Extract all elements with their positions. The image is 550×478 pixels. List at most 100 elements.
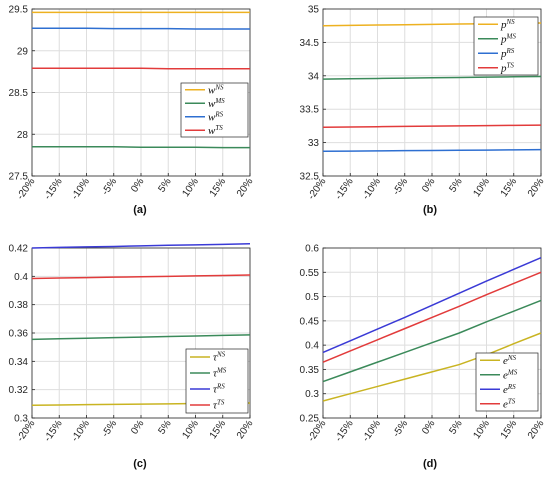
- panel-caption: (c): [133, 458, 147, 470]
- y-tick-label: 0.3: [305, 389, 319, 400]
- legend-label-ns: wNS: [208, 83, 224, 96]
- legend-label-ts: eTS: [503, 397, 516, 410]
- x-tick-label: -10%: [361, 418, 383, 444]
- x-tick-label: 5%: [447, 418, 464, 436]
- y-tick-label: 0.25: [300, 414, 320, 425]
- x-tick-label: -10%: [70, 176, 92, 202]
- legend-label-ms: wMS: [208, 97, 225, 110]
- series-line-ts: [322, 124, 542, 128]
- series-line-ms: [322, 75, 542, 80]
- x-tick-label: -5%: [391, 176, 410, 197]
- panel-caption: (a): [133, 204, 147, 216]
- series-line-ns: [322, 332, 542, 402]
- series-line-ts: [322, 271, 542, 363]
- legend-label-ms: eMS: [503, 368, 518, 381]
- x-tick-label: -15%: [333, 176, 355, 202]
- series-line-rs: [322, 257, 542, 354]
- series-line-ms: [322, 299, 542, 383]
- x-tick-label: 5%: [156, 176, 173, 194]
- y-tick-label: 33: [308, 138, 320, 149]
- panel-caption: (b): [423, 204, 437, 216]
- y-tick-label: 0.4: [14, 272, 28, 283]
- series-line-rs: [32, 27, 250, 30]
- y-tick-label: 0.42: [9, 244, 29, 255]
- y-tick-label: 28: [17, 130, 29, 141]
- y-tick-label: 0.45: [300, 316, 320, 327]
- series-line-ms: [32, 146, 250, 149]
- series-line-ms: [31, 334, 251, 341]
- x-tick-label: 15%: [208, 418, 229, 441]
- x-tick-label: -10%: [70, 418, 92, 444]
- x-tick-label: 0%: [420, 418, 437, 436]
- x-tick-label: 10%: [471, 176, 492, 199]
- y-tick-label: 28.5: [9, 88, 29, 99]
- x-tick-label: 15%: [208, 176, 229, 199]
- x-tick-label: -10%: [361, 176, 383, 202]
- x-tick-label: -15%: [333, 418, 355, 444]
- y-tick-label: 33.5: [300, 105, 320, 116]
- y-tick-label: 29.5: [9, 5, 29, 16]
- x-tick-label: 10%: [180, 418, 201, 441]
- x-tick-label: 20%: [235, 418, 256, 441]
- y-tick-label: 0.36: [9, 329, 29, 340]
- legend-box: [475, 352, 539, 412]
- y-tick-label: 35: [308, 5, 320, 16]
- y-tick-label: 0.35: [300, 365, 320, 376]
- legend-label-ts: wTS: [208, 124, 223, 137]
- legend-label-ns: pNS: [500, 18, 515, 31]
- x-tick-label: 0%: [129, 176, 146, 194]
- x-tick-label: -15%: [42, 418, 64, 444]
- y-tick-label: 0.3: [14, 414, 28, 425]
- legend-label-ts: pTS: [500, 61, 514, 74]
- y-tick-label: 0.6: [305, 244, 319, 255]
- x-tick-label: 5%: [156, 418, 173, 436]
- x-tick-label: 0%: [420, 176, 437, 194]
- legend-label-ts: τTS: [213, 399, 225, 412]
- x-tick-label: -5%: [391, 418, 410, 439]
- legend-box: [180, 82, 249, 138]
- x-tick-label: -5%: [100, 176, 119, 197]
- legend-label-rs: wRS: [208, 110, 224, 123]
- x-tick-label: 10%: [180, 176, 201, 199]
- x-tick-label: 20%: [526, 176, 547, 199]
- y-tick-label: 0.4: [305, 341, 319, 352]
- y-tick-label: 0.32: [9, 385, 29, 396]
- series-line-rs: [31, 243, 251, 249]
- legend-box: [185, 348, 249, 414]
- y-tick-label: 29: [17, 46, 29, 57]
- x-tick-label: 10%: [471, 418, 492, 441]
- y-tick-label: 0.5: [305, 292, 319, 303]
- legend-label-rs: eRS: [503, 383, 516, 396]
- legend-label-ns: eNS: [503, 354, 517, 367]
- x-tick-label: 20%: [235, 176, 256, 199]
- chart-panel-3: 0.30.320.340.360.380.40.42-20% -15% -10% -5…: [9, 243, 256, 470]
- legend-label-ns: τNS: [213, 351, 226, 364]
- x-tick-label: 15%: [499, 418, 520, 441]
- legend: τNS τMS τRS τTS: [185, 348, 249, 414]
- y-tick-label: 0.38: [9, 300, 29, 311]
- x-tick-label: -15%: [42, 176, 64, 202]
- x-tick-label: 0%: [129, 418, 146, 436]
- panel-caption: (d): [423, 458, 437, 470]
- legend-label-ms: pMS: [500, 32, 516, 45]
- legend-label-rs: pRS: [500, 47, 515, 60]
- legend-label-ms: τMS: [213, 367, 227, 380]
- chart-panel-4: 0.250.30.350.40.450.50.550.6-20% -15% -10%…: [300, 244, 547, 471]
- y-tick-label: 0.34: [9, 357, 29, 368]
- y-tick-label: 34.5: [300, 38, 320, 49]
- x-tick-label: 20%: [526, 418, 547, 441]
- series-line-ts: [31, 274, 251, 280]
- y-tick-label: 27.5: [9, 172, 29, 183]
- y-tick-label: 34: [308, 71, 320, 82]
- y-tick-label: 0.55: [300, 268, 320, 279]
- legend-label-rs: τRS: [213, 383, 225, 396]
- legend-box: [473, 16, 539, 76]
- y-tick-label: 32.5: [300, 172, 320, 183]
- series-line-rs: [322, 148, 542, 153]
